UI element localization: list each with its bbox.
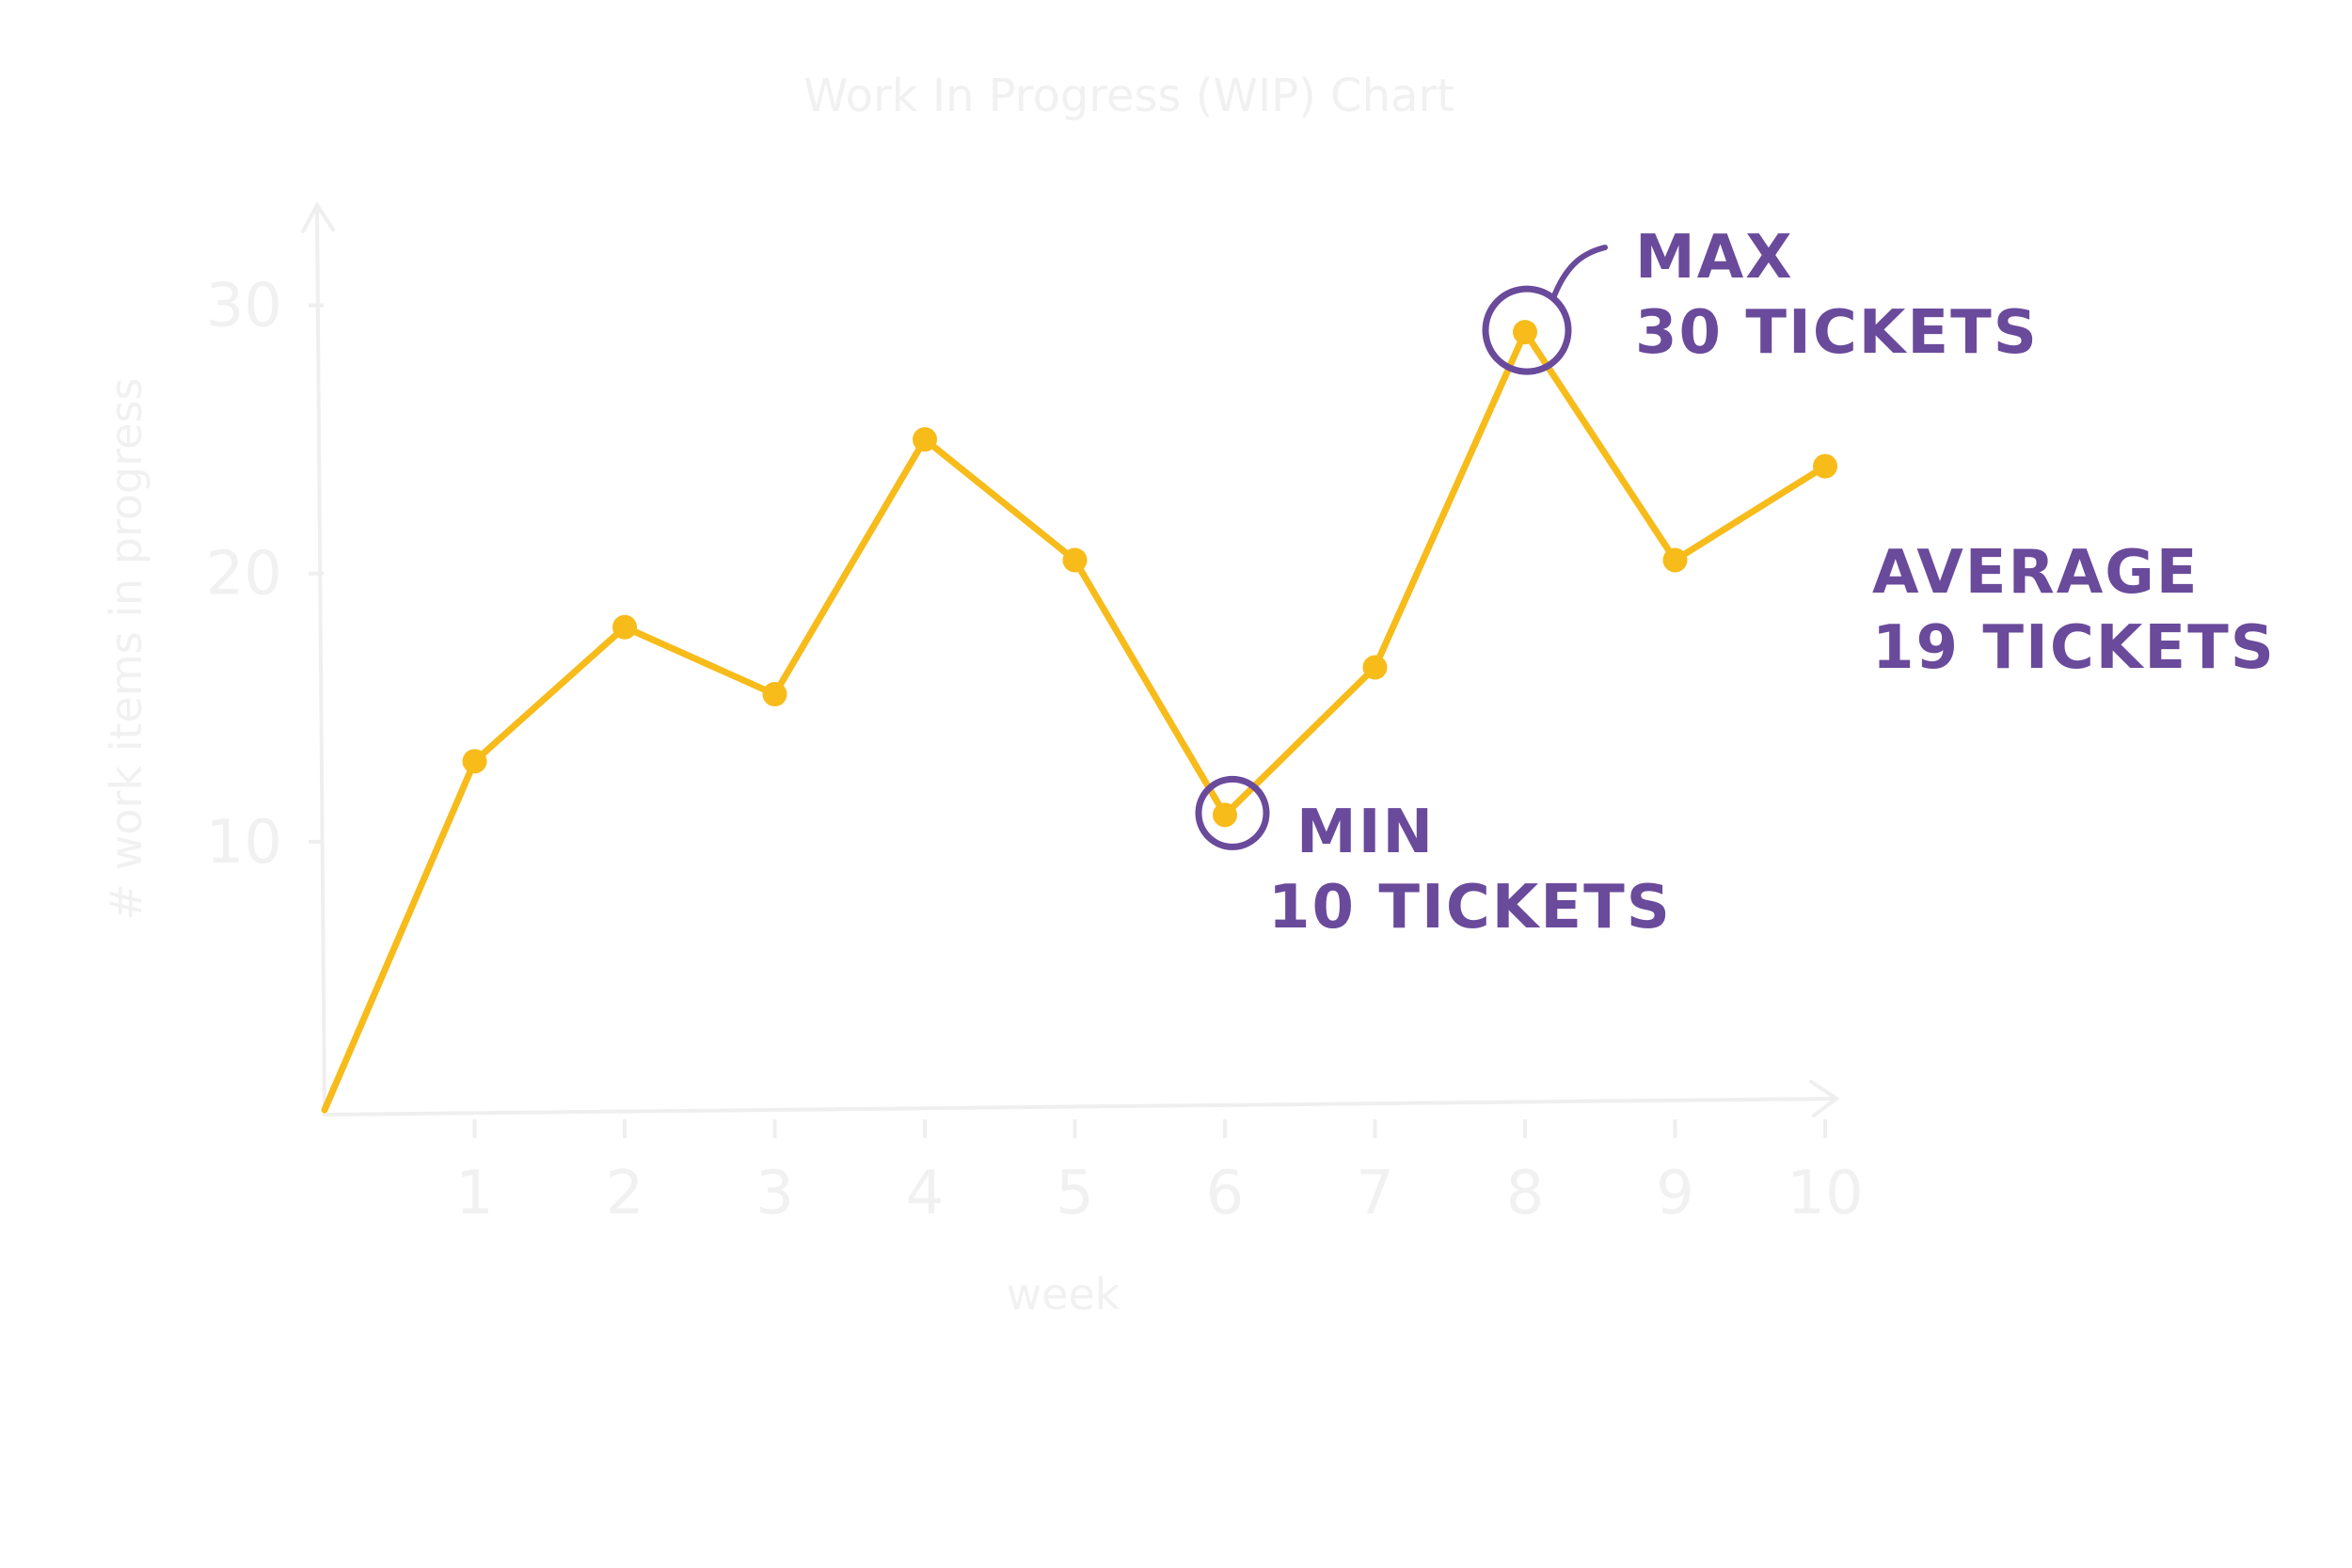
y-tick-label-10: 10 [206, 808, 282, 878]
annotation-circle-min [1195, 775, 1270, 850]
x-axis-label: week [1007, 1269, 1120, 1320]
data-point-week-7 [1362, 655, 1388, 680]
annotation-average-line2: 19 TICKETS [1872, 613, 2276, 683]
data-point-week-5 [1062, 547, 1088, 573]
x-tick-label-3: 3 [755, 1159, 794, 1228]
x-tick-label-9: 9 [1656, 1159, 1694, 1228]
x-tick-label-6: 6 [1206, 1159, 1245, 1228]
annotation-circle-max [1482, 285, 1572, 375]
x-axis-arrow [1809, 1080, 1840, 1117]
data-point-week-2 [612, 614, 637, 640]
annotation-max-line1: MAX [1635, 223, 1794, 293]
x-tick-label-1: 1 [455, 1159, 494, 1228]
y-tick-label-30: 30 [206, 272, 282, 341]
x-tick-label-4: 4 [906, 1159, 945, 1228]
annotation-min-line2: 10 TICKETS [1268, 873, 1672, 942]
data-point-week-8 [1513, 320, 1537, 345]
x-tick-label-5: 5 [1056, 1159, 1094, 1228]
x-axis [323, 1097, 1836, 1117]
series-group [321, 320, 1837, 1114]
x-tick-group: 1 2 3 4 5 6 7 8 9 10 [455, 1119, 1864, 1228]
data-point-week-6 [1213, 802, 1237, 828]
y-axis-arrow [301, 201, 335, 233]
x-tick-label-7: 7 [1356, 1159, 1394, 1228]
annotation-leader-max [1550, 245, 1608, 302]
x-tick-label-2: 2 [606, 1159, 644, 1228]
annotation-max-line2: 30 TICKETS [1635, 298, 2039, 368]
y-axis-label: # work items in progress [101, 378, 151, 921]
axes [301, 201, 1840, 1117]
y-tick-label-20: 20 [206, 540, 282, 610]
x-tick-label-10: 10 [1787, 1159, 1863, 1228]
data-point-week-1 [462, 749, 487, 774]
y-axis [315, 207, 326, 1117]
data-point-week-9 [1662, 547, 1688, 573]
annotation-average-line1: AVERAGE [1872, 538, 2200, 608]
data-point-week-10 [1813, 453, 1837, 479]
data-point-week-4 [913, 427, 937, 452]
series-line [321, 328, 1829, 1114]
annotation-min-line1: MIN [1296, 798, 1435, 867]
y-tick-group: 10 20 30 [206, 272, 324, 878]
x-tick-label-8: 8 [1506, 1159, 1545, 1228]
data-point-week-3 [762, 682, 787, 707]
chart-title: Work In Progress (WIP) Chart [803, 70, 1454, 122]
